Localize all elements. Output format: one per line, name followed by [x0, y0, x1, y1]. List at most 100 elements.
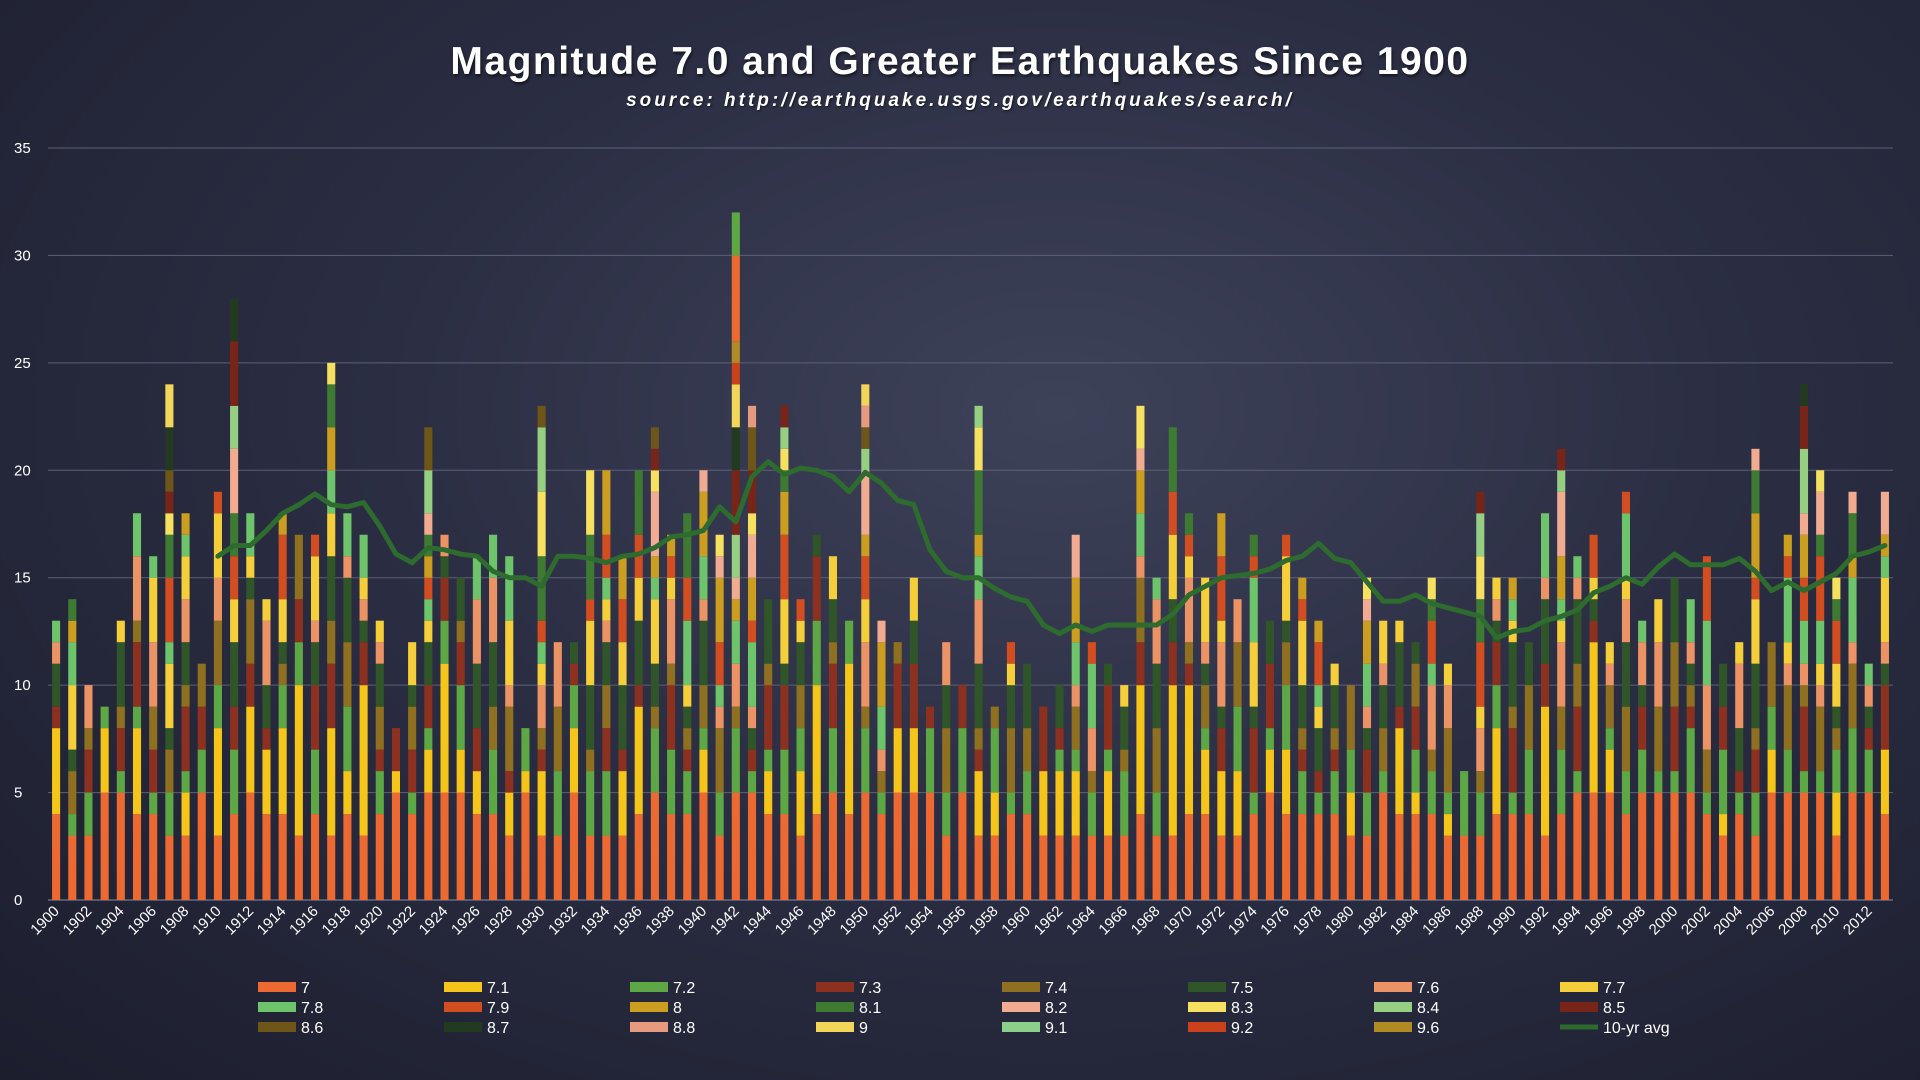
legend-swatch	[1374, 1022, 1412, 1032]
bar-segment-1907	[165, 749, 174, 793]
x-tick-label: 1904	[92, 903, 128, 939]
bar-segment-2002	[1702, 620, 1711, 686]
bar-segment-1977	[1298, 685, 1307, 729]
y-tick-label: 5	[14, 785, 22, 802]
x-tick-label: 1978	[1290, 903, 1326, 939]
x-tick-label: 1932	[545, 903, 581, 939]
bar-segment-1964	[1087, 642, 1096, 664]
bar-segment-2008	[1799, 663, 1809, 686]
bar-segment-1970	[1184, 642, 1194, 664]
bar-segment-1929	[521, 792, 530, 900]
bar-segment-2009	[1816, 491, 1825, 535]
bar-segment-1973	[1233, 706, 1242, 772]
bar-segment-1938	[667, 599, 676, 664]
bar-segment-2008	[1799, 384, 1809, 406]
bar-segment-1957	[974, 534, 983, 557]
bar-segment-1935	[618, 749, 627, 772]
bar-segment-1905	[132, 556, 142, 621]
bar-segment-1911	[230, 706, 239, 750]
bar-segment-2012	[1864, 706, 1873, 729]
legend-swatch	[1188, 982, 1226, 992]
bar-segment-1904	[116, 706, 125, 729]
legend-swatch	[444, 982, 482, 992]
bar-segment-2004	[1735, 792, 1744, 815]
bar-segment-1945	[780, 534, 789, 600]
bar-segment-1908	[181, 534, 190, 557]
bar-segment-1900	[52, 642, 61, 664]
bar-segment-1994	[1573, 599, 1582, 664]
bar-segment-1932	[569, 642, 579, 664]
legend: 7 7.1 7.2 7.3 7.4 7.5 7.6 7.7 7.8 7.9 8 8.1 8.2 8.3 8.…	[258, 980, 1670, 1037]
bar-segment-1924	[440, 556, 449, 578]
bar-segment-1978	[1314, 706, 1323, 729]
bar-segment-1918	[343, 814, 352, 900]
bar-segment-1978	[1314, 792, 1323, 815]
bar-segment-1963	[1071, 706, 1080, 750]
legend-label: 8.6	[301, 1020, 323, 1037]
x-tick-label: 1926	[448, 903, 484, 939]
bar-segment-2002	[1702, 749, 1711, 793]
legend-label: 7.2	[673, 980, 695, 997]
bar-segment-1996	[1605, 749, 1614, 793]
bar-segment-1983	[1395, 728, 1404, 815]
bar-segment-1940	[699, 491, 708, 557]
bar-segment-1912	[246, 663, 255, 707]
bar-segment-1930	[537, 620, 546, 643]
bar-segment-1900	[52, 663, 61, 707]
bar-segment-1950	[861, 534, 870, 557]
bar-segment-1954	[925, 792, 935, 900]
bar-segment-1964	[1087, 835, 1096, 900]
bar-segment-1939	[683, 728, 692, 750]
bar-segment-1967	[1136, 642, 1145, 686]
bar-segment-1967	[1136, 405, 1145, 449]
legend-swatch	[1002, 1002, 1040, 1012]
x-tick-label: 1968	[1128, 903, 1164, 939]
x-tick-label: 1984	[1387, 903, 1423, 939]
bar-segment-1945	[780, 749, 789, 815]
bar-segment-1953	[909, 620, 918, 664]
bar-segment-1977	[1298, 814, 1307, 900]
bar-segment-1953	[909, 792, 918, 900]
bar-segment-2005	[1751, 577, 1760, 600]
bar-segment-1919	[359, 534, 368, 578]
x-tick-label: 1924	[416, 903, 452, 939]
bar-segment-1918	[343, 771, 352, 815]
bar-segment-1914	[278, 814, 287, 900]
bar-segment-1917	[327, 620, 336, 664]
bar-segment-2000	[1670, 771, 1679, 793]
bar-segment-1960	[1023, 771, 1032, 815]
bar-segment-1951	[877, 642, 886, 707]
bar-segment-1930	[537, 749, 546, 772]
legend-swatch	[1560, 1002, 1598, 1012]
bar-segment-1941	[715, 835, 724, 900]
bar-segment-1911	[230, 599, 239, 643]
bar-segment-1909	[197, 706, 206, 750]
bar-segment-1939	[683, 685, 692, 707]
bar-segment-1931	[553, 642, 562, 707]
bar-segment-1990	[1508, 792, 1517, 815]
bar-segment-2010	[1832, 577, 1841, 600]
bar-segment-1936	[634, 577, 643, 621]
bar-segment-1915	[294, 599, 303, 643]
bar-segment-1944	[764, 685, 773, 750]
bar-segment-1930	[537, 642, 546, 664]
bar-segment-1919	[359, 685, 368, 836]
bar-segment-1997	[1621, 577, 1630, 600]
bar-segment-2012	[1864, 685, 1873, 707]
bar-segment-1906	[149, 556, 158, 578]
bar-segment-1987	[1460, 835, 1469, 900]
bar-segment-1916	[310, 556, 320, 621]
bar-segment-2011	[1848, 728, 1857, 793]
bar-segment-1977	[1298, 728, 1307, 750]
bar-segment-1942	[731, 341, 740, 363]
bar-segment-1924	[440, 534, 449, 557]
bar-segment-1941	[715, 577, 724, 643]
bar-segment-1971	[1201, 685, 1210, 729]
bar-segment-1945	[780, 448, 789, 471]
bar-segment-1919	[359, 577, 368, 600]
bar-segment-2001	[1686, 663, 1695, 686]
bar-segment-1952	[893, 728, 902, 793]
bar-segment-1986	[1443, 663, 1452, 686]
bar-segment-1986	[1443, 814, 1452, 836]
bar-segment-1929	[521, 728, 530, 772]
